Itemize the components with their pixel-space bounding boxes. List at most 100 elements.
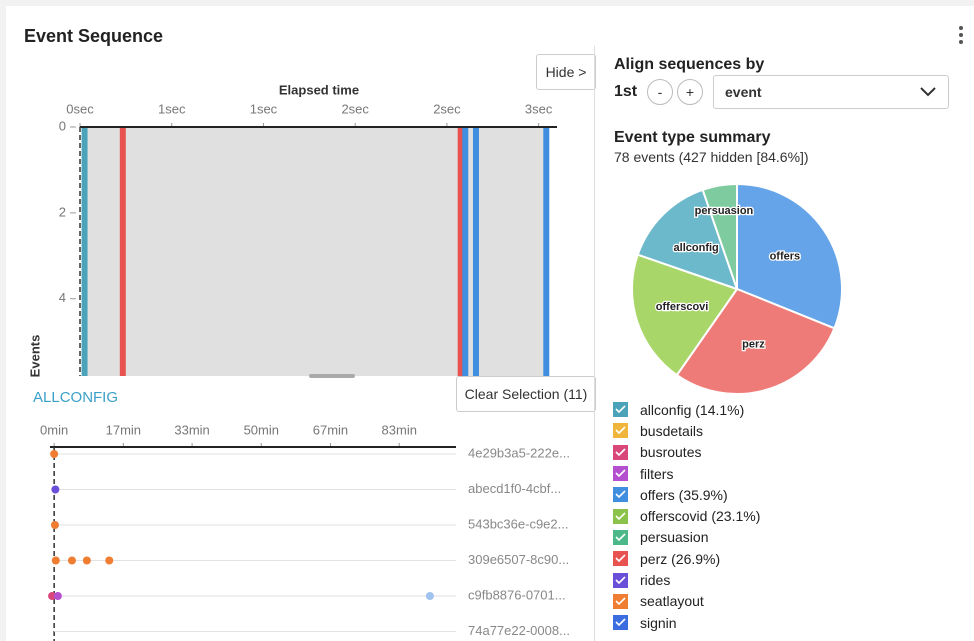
event-dot [67, 556, 76, 565]
y-tick-label: 2 [59, 204, 66, 219]
align-rank: 1st [614, 83, 638, 100]
checkbox[interactable] [613, 593, 628, 609]
legend-item[interactable]: filters [613, 463, 760, 484]
x-tick-label: 67min [313, 422, 348, 437]
x-tick-label: 0sec [66, 101, 94, 116]
legend-label: busroutes [640, 444, 702, 461]
x-tick-label: 50min [244, 422, 279, 437]
sequence-id: 4e29b3a5-222e... [468, 445, 570, 460]
x-tick-label: 83min [382, 422, 417, 437]
event-dot [51, 556, 60, 565]
legend-item[interactable]: persuasion [613, 527, 760, 548]
checkbox[interactable] [613, 444, 628, 460]
event-dot [51, 485, 60, 494]
legend-item[interactable]: perz (26.9%) [613, 548, 760, 569]
resize-handle [309, 374, 355, 378]
event-dot [48, 592, 57, 600]
panel: Event Sequence Elapsed time 0sec 1sec 1sec 2… [6, 6, 974, 641]
legend: allconfig (14.1%) busdetails busroutes filt… [613, 399, 760, 633]
increment-button[interactable]: + [677, 79, 703, 105]
check [615, 575, 626, 584]
legend-label: filters [640, 465, 674, 482]
checkbox[interactable] [613, 487, 628, 503]
checkbox[interactable] [613, 615, 628, 631]
slice-label: perz [742, 338, 765, 350]
check [615, 490, 626, 499]
x-tick-label: 3sec [525, 101, 553, 116]
check [615, 597, 626, 605]
slice-label: offerscovi [656, 301, 709, 313]
sequence-charts: Elapsed time 0sec 1sec 1sec 2sec 2sec 3sec 0 2 4 E… [27, 82, 570, 641]
checkbox[interactable] [613, 508, 628, 524]
chevron [920, 87, 936, 97]
check [615, 448, 626, 456]
event-dot [105, 556, 114, 565]
pie-chart: offers perz offerscovi allconfig persuasion [631, 182, 843, 395]
x-axis-title: Elapsed time [279, 82, 359, 97]
decrement-button[interactable]: - [647, 79, 673, 105]
legend-label: offerscovid (23.1%) [640, 508, 761, 525]
checkbox[interactable] [613, 551, 628, 567]
checkbox[interactable] [613, 572, 628, 588]
event-dot [50, 450, 59, 458]
event-dot [425, 592, 434, 600]
legend-item[interactable]: signin [613, 612, 760, 633]
legend-item[interactable]: seatlayout [613, 591, 760, 612]
slice-label: offers [770, 251, 801, 263]
event-line [462, 127, 469, 376]
event-line [457, 127, 464, 376]
clear-selection-button[interactable]: Clear Selection (11) [456, 376, 596, 412]
legend-item[interactable]: rides [613, 569, 760, 590]
y-tick-label: 0 [59, 118, 66, 133]
check [615, 512, 626, 520]
x-tick-label: 2sec [341, 101, 369, 116]
slice-label: persuasion [695, 205, 754, 217]
legend-item[interactable]: allconfig (14.1%) [613, 399, 760, 420]
legend-item[interactable]: offerscovid (23.1%) [613, 505, 760, 526]
menu[interactable] [956, 24, 966, 48]
check [615, 405, 626, 414]
legend-label: rides [640, 572, 671, 589]
sequence-id: c9fb8876-0701... [468, 587, 566, 602]
checkbox[interactable] [613, 529, 628, 545]
pie-slice [631, 253, 739, 377]
x-tick-label: 33min [174, 422, 209, 437]
event-line [119, 127, 126, 376]
legend-label: perz (26.9%) [640, 550, 721, 567]
divider [594, 46, 595, 641]
summary-title: Event type summary [614, 129, 771, 146]
sequence-id: 309e6507-8c90... [468, 552, 569, 567]
event-line [472, 127, 479, 376]
sequence-id: abecd1f0-4cbf... [468, 481, 561, 496]
checkbox[interactable] [613, 466, 628, 482]
y-axis-title: Events [27, 335, 42, 378]
pie-slice [701, 182, 738, 290]
event-dot [82, 556, 91, 565]
legend-label: seatlayout [640, 593, 704, 610]
legend-item[interactable]: offers (35.9%) [613, 484, 760, 505]
check [615, 533, 626, 542]
x-tick-label: 0min [40, 422, 68, 437]
legend-item[interactable]: busroutes [613, 442, 760, 463]
summary-subtitle: 78 events (427 hidden [84.6%]) [614, 149, 809, 165]
checkbox[interactable] [613, 402, 628, 418]
checkbox[interactable] [613, 423, 628, 439]
legend-label: busdetails [640, 422, 704, 439]
hide-button[interactable]: Hide > [536, 54, 596, 90]
pie-slice [636, 188, 739, 291]
check [615, 554, 626, 563]
y-tick-label: 4 [59, 290, 66, 305]
x-tick-label: 17min [106, 422, 141, 437]
x-tick-label: 1sec [250, 101, 278, 116]
x-tick-label: 2sec [433, 101, 461, 116]
legend-item[interactable]: busdetails [613, 420, 760, 441]
align-select[interactable]: event [713, 75, 949, 109]
legend-label: persuasion [640, 529, 709, 546]
legend-label: signin [640, 614, 677, 631]
slice-label: allconfig [674, 242, 719, 254]
panel-title: Event Sequence [24, 26, 164, 46]
pie-slice [736, 182, 843, 330]
align-title: Align sequences by [614, 56, 765, 73]
legend-label: allconfig (14.1%) [640, 401, 745, 418]
check [615, 618, 626, 627]
